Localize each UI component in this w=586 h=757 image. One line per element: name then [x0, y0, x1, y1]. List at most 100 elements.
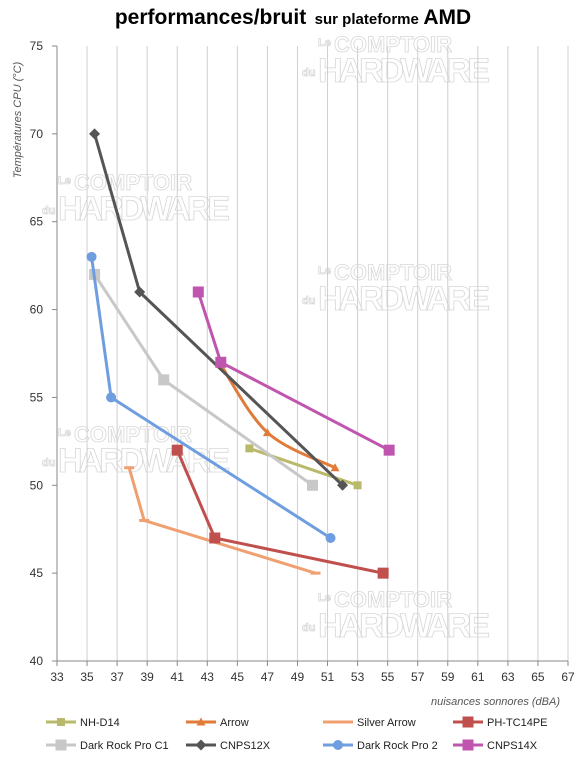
watermark-text: Le [318, 265, 331, 277]
x-tick-label: 51 [321, 670, 335, 684]
watermark-text: du [302, 67, 315, 79]
y-tick-label: 70 [30, 127, 44, 141]
x-tick-label: 59 [441, 670, 455, 684]
x-tick-label: 43 [201, 670, 215, 684]
legend-item: PH-TC14PE [453, 716, 548, 729]
watermark-text: COMPTOIR [74, 422, 192, 447]
title-sub: sur plateforme [314, 11, 419, 28]
series-line [90, 256, 332, 540]
series-cnps14x [192, 286, 395, 456]
x-tick-label: 65 [531, 670, 545, 684]
legend-marker [462, 739, 474, 751]
y-tick-label: 40 [30, 654, 44, 668]
watermark-text: COMPTOIR [334, 587, 452, 612]
legend-marker [57, 718, 65, 726]
x-tick-label: 67 [561, 670, 575, 684]
x-tick-label: 57 [411, 670, 425, 684]
series-cnps12x [89, 128, 349, 491]
legend-item: Dark Rock Pro C1 [46, 739, 169, 752]
legend-marker [196, 717, 206, 726]
series-layer [86, 128, 395, 579]
series-line [218, 361, 336, 470]
x-tick-label: 53 [351, 670, 365, 684]
data-point [377, 567, 389, 579]
watermark-text: du [302, 295, 315, 307]
data-point [171, 444, 183, 456]
watermark-text: HARDWARE [318, 280, 490, 318]
watermark-text: du [302, 622, 315, 634]
data-point [307, 479, 318, 491]
legend-label: NH-D14 [80, 717, 120, 729]
watermark-text: du [42, 205, 55, 217]
x-tick-label: 37 [110, 670, 124, 684]
watermark-text: Le [58, 427, 71, 439]
watermark-text: COMPTOIR [74, 170, 192, 195]
chart-title: performances/bruit sur plateforme AMD [0, 6, 586, 30]
watermark-text: COMPTOIR [334, 32, 452, 57]
watermark-text: du [42, 457, 55, 469]
y-tick-label: 55 [30, 390, 44, 404]
watermark-text: COMPTOIR [334, 260, 452, 285]
y-tick-label: 75 [30, 39, 44, 53]
watermark-text: Le [58, 175, 71, 187]
x-axis-label: nuisances sonnores (dBA) [431, 696, 560, 708]
watermark-logo: Le COMPTOIR du HARDWARE [302, 32, 491, 91]
data-point [245, 444, 254, 453]
series-line [127, 467, 316, 575]
legend-item: Arrow [186, 717, 249, 729]
grid-lines [56, 46, 569, 661]
data-point [106, 392, 117, 403]
series-silver-arrow [124, 466, 321, 575]
data-point [158, 374, 170, 386]
legend-label: PH-TC14PE [487, 717, 548, 729]
watermark-logo: Le COMPTOIR du HARDWARE [42, 422, 231, 481]
x-tick-label: 41 [171, 670, 185, 684]
legend-item: NH-D14 [46, 717, 120, 729]
x-tick-label: 55 [381, 670, 395, 684]
legend-item: CNPS14X [453, 739, 538, 752]
legend-item: Silver Arrow [323, 717, 416, 729]
y-tick-label: 45 [30, 566, 44, 580]
title-main: performances/bruit [114, 6, 307, 29]
y-tick-label: 60 [30, 303, 44, 317]
data-point [337, 479, 349, 491]
series-dark-rock-pro-2 [86, 251, 336, 543]
x-tick-label: 45 [231, 670, 245, 684]
y-tick-label: 65 [30, 215, 44, 229]
watermark-text: HARDWARE [58, 190, 230, 228]
x-tick-label: 39 [140, 670, 154, 684]
legend-item: Dark Rock Pro 2 [323, 740, 438, 752]
data-point [209, 532, 221, 544]
legend-label: Silver Arrow [357, 717, 416, 729]
data-point [86, 251, 97, 262]
legend-marker [462, 716, 474, 728]
legend-label: Dark Rock Pro C1 [80, 740, 169, 752]
legend-label: Dark Rock Pro 2 [357, 740, 438, 752]
watermark-text: HARDWARE [318, 607, 490, 645]
legend: NH-D14 Arrow Silver Arrow PH-TC14PE Dark Roc… [46, 716, 548, 752]
data-point [262, 428, 272, 437]
x-tick-label: 61 [471, 670, 485, 684]
legend-item: CNPS12X [186, 739, 271, 752]
y-axis-label: Températures CPU (°C) [12, 61, 24, 178]
data-point [124, 466, 135, 470]
watermark-text: HARDWARE [58, 442, 230, 480]
x-tick-label: 49 [291, 670, 305, 684]
data-point [383, 444, 395, 456]
data-point [134, 286, 146, 298]
watermark-logo: Le COMPTOIR du HARDWARE [302, 587, 491, 646]
series-ph-tc14pe [171, 444, 389, 579]
legend-label: CNPS12X [220, 740, 271, 752]
y-tick-label: 50 [30, 478, 44, 492]
data-point [139, 518, 150, 522]
data-point [192, 286, 204, 298]
x-tick-label: 33 [50, 670, 64, 684]
legend-marker [333, 720, 343, 724]
data-point [353, 481, 362, 490]
title-platform: AMD [423, 6, 472, 29]
legend-marker [55, 739, 67, 751]
legend-marker [333, 740, 343, 750]
data-point [330, 463, 340, 472]
